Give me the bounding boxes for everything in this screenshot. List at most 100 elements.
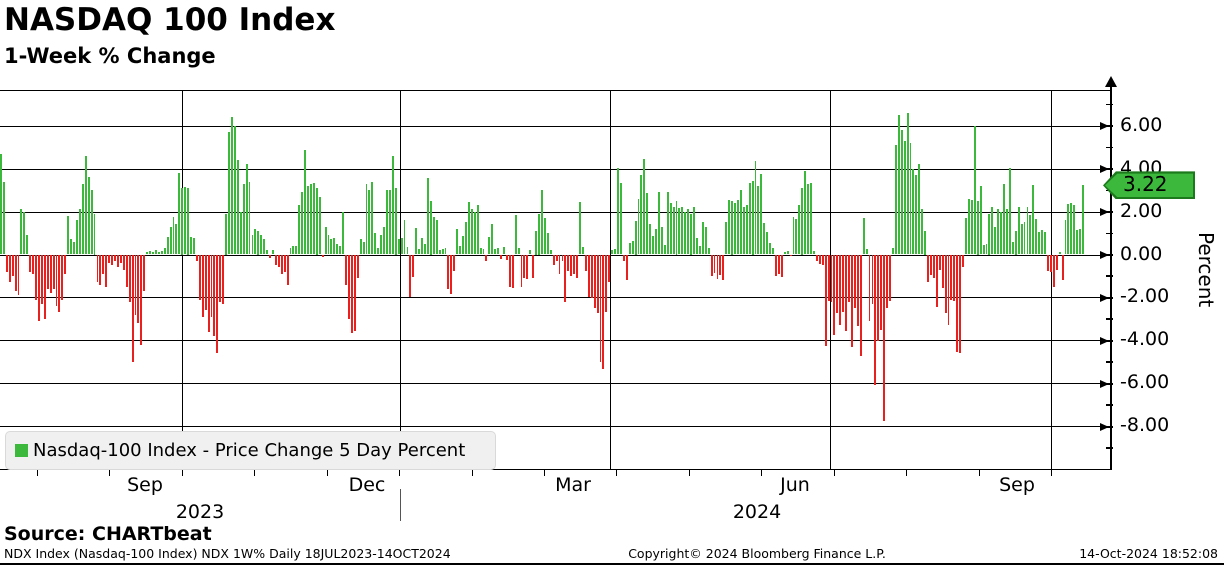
bar (114, 254, 116, 261)
bar (1079, 228, 1082, 255)
bar (889, 254, 891, 301)
bar (1006, 209, 1008, 255)
bar (836, 254, 839, 314)
bar (555, 254, 558, 261)
bar (166, 237, 169, 255)
bar (476, 205, 479, 255)
bar (938, 254, 941, 270)
bar (105, 254, 108, 287)
h-gridline (0, 125, 1111, 127)
bar (818, 254, 821, 265)
bar (195, 254, 198, 261)
bar (959, 254, 962, 354)
y-axis-label: -8.00 (1120, 414, 1170, 437)
bar (20, 209, 23, 255)
y-major-tick (1103, 125, 1113, 128)
bar (532, 254, 535, 279)
bar (87, 177, 90, 255)
bar (289, 248, 292, 255)
bar (976, 200, 979, 255)
bar (897, 115, 900, 255)
bar (368, 190, 371, 255)
bar (412, 254, 415, 278)
bar (1049, 254, 1052, 272)
v-gridline (610, 90, 611, 470)
bar (228, 132, 231, 255)
v-gridline (830, 90, 831, 470)
x-axis-label: Mar (555, 474, 591, 496)
bar (260, 235, 263, 255)
bar (1035, 219, 1038, 255)
bar (64, 254, 67, 274)
bar (155, 250, 157, 255)
bar (444, 248, 447, 255)
bar (772, 248, 774, 255)
bar (242, 183, 245, 255)
legend-label: Nasdaq-100 Index - Price Change 5 Day Pe… (33, 440, 466, 461)
x-month-tick (37, 470, 38, 476)
footer-timestamp: 14-Oct-2024 18:52:08 (1079, 546, 1218, 561)
bar (342, 211, 345, 255)
bar (704, 226, 707, 255)
bar (356, 254, 359, 279)
bar (710, 254, 713, 276)
bar (874, 254, 877, 386)
plot-top-border (0, 90, 1111, 91)
bar (690, 213, 693, 255)
bar (994, 226, 997, 255)
bar (783, 252, 786, 255)
bar (1023, 222, 1026, 255)
bar (286, 254, 289, 285)
bar (263, 239, 266, 255)
bar (804, 170, 807, 255)
bar (330, 239, 333, 255)
bar (681, 207, 684, 255)
bar (599, 254, 602, 362)
bar (403, 220, 406, 255)
bar (813, 251, 815, 255)
bar (567, 254, 570, 271)
bar (514, 214, 517, 255)
bar (520, 254, 523, 287)
bar (198, 254, 201, 300)
legend-swatch-icon (15, 444, 28, 457)
bar (137, 254, 140, 324)
y-axis-label: 2.00 (1120, 199, 1163, 222)
bar (298, 205, 301, 255)
bar (979, 185, 982, 255)
bar (1061, 254, 1064, 281)
bar (397, 239, 400, 255)
bar (374, 233, 377, 255)
bar (219, 254, 222, 302)
bar (853, 254, 856, 309)
bar (204, 254, 207, 311)
bar (666, 192, 669, 255)
bar (1052, 254, 1055, 287)
bar (839, 254, 842, 326)
last-value-badge: 3.22 (1103, 171, 1195, 200)
bar (538, 213, 541, 255)
bar (190, 237, 192, 255)
bar (491, 224, 494, 255)
bar (485, 254, 488, 261)
bar (742, 207, 745, 255)
h-gridline (0, 211, 1111, 213)
year-separator (400, 489, 401, 521)
bar (807, 183, 810, 255)
bar (251, 235, 254, 255)
bar (970, 199, 973, 255)
bar (274, 254, 277, 266)
x-month-tick (761, 470, 763, 476)
bar (830, 254, 833, 302)
bar (848, 254, 851, 302)
bar (719, 254, 722, 275)
bar (558, 254, 561, 274)
bar (947, 254, 950, 326)
bar (868, 254, 871, 321)
bar (918, 164, 921, 255)
bar (973, 125, 976, 255)
x-month-tick (399, 470, 401, 476)
bar (880, 254, 883, 330)
x-month-tick (109, 470, 111, 476)
